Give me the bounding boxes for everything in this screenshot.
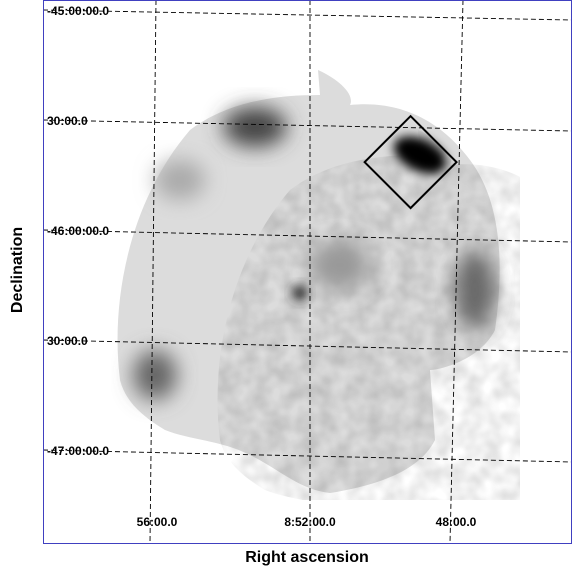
dec-line: [42, 9, 572, 21]
region-box: [363, 114, 458, 210]
x-tick-label: 56:00.0: [137, 515, 178, 529]
x-tick-label: 8:52:00.0: [284, 515, 336, 529]
coordinate-grid: [42, 0, 572, 544]
y-tick-label: 30:00.0: [47, 114, 88, 128]
y-axis-title: Declination: [9, 227, 26, 313]
dec-line: [42, 119, 572, 132]
bright-region: [455, 250, 495, 330]
bright-source: [393, 136, 447, 174]
y-tick-label: -45:00:00.0: [47, 4, 109, 18]
ra-line: [149, 0, 157, 544]
ra-line: [449, 0, 464, 544]
bright-region: [133, 350, 177, 400]
dec-line: [42, 339, 572, 353]
y-tick-label: -47:00:00.0: [47, 444, 109, 458]
dec-line: [42, 229, 572, 243]
bright-spot: [292, 285, 308, 301]
dec-line: [42, 449, 572, 463]
bright-region: [223, 107, 287, 147]
faint-region: [310, 240, 370, 290]
y-tick-label: -46:00:00.0: [47, 224, 109, 238]
faint-region: [155, 160, 205, 200]
x-axis-title: Right ascension: [245, 549, 369, 566]
x-tick-label: 48:00.0: [436, 515, 477, 529]
y-tick-label: 30:00.0: [47, 334, 88, 348]
